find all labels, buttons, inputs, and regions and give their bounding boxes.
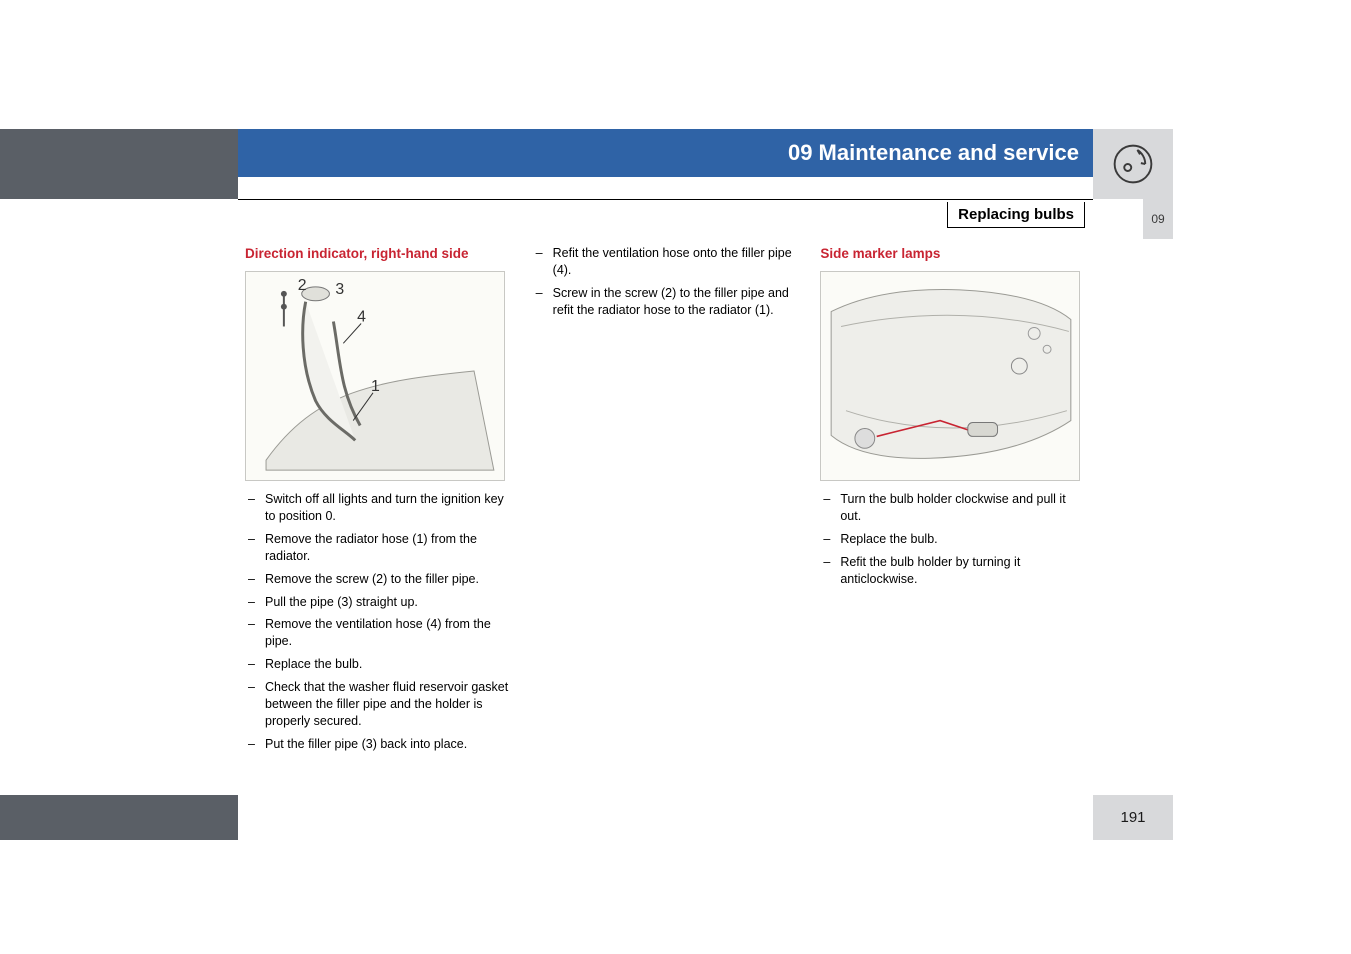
list-item: Put the filler pipe (3) back into place. xyxy=(245,736,511,753)
svg-text:2: 2 xyxy=(298,277,307,294)
column-middle: Refit the ventilation hose onto the fill… xyxy=(533,245,799,759)
page-number: 191 xyxy=(1120,809,1145,826)
manual-page: 09 Maintenance and service 09 Replacing … xyxy=(0,0,1351,954)
diagram-engine-bay: 2 3 4 1 xyxy=(246,272,504,480)
section-title: Replacing bulbs xyxy=(947,202,1085,228)
chapter-number: 09 xyxy=(1151,212,1164,226)
chapter-icon-tile xyxy=(1093,129,1173,199)
column-right: Side marker lamps Turn the bulb holder c… xyxy=(820,245,1086,759)
list-item: Replace the bulb. xyxy=(820,531,1086,548)
list-item: Check that the washer fluid reservoir ga… xyxy=(245,679,511,730)
list-item: Turn the bulb holder clockwise and pull … xyxy=(820,491,1086,525)
list-item: Screw in the screw (2) to the filler pip… xyxy=(533,285,799,319)
list-item: Refit the ventilation hose onto the fill… xyxy=(533,245,799,279)
left-rail-bottom xyxy=(0,795,238,840)
section-header-row: Replacing bulbs xyxy=(238,199,1093,229)
figure-direction-indicator: 2 3 4 1 xyxy=(245,271,505,481)
top-whitespace xyxy=(0,0,1351,129)
list-item: Pull the pipe (3) straight up. xyxy=(245,594,511,611)
heading-side-marker: Side marker lamps xyxy=(820,245,1086,263)
list-item: Remove the ventilation hose (4) from the… xyxy=(245,616,511,650)
left-rail-top xyxy=(0,129,238,199)
list-item: Refit the bulb holder by turning it anti… xyxy=(820,554,1086,588)
diagram-dashboard xyxy=(821,272,1079,480)
list-item: Switch off all lights and turn the ignit… xyxy=(245,491,511,525)
steps-right: Turn the bulb holder clockwise and pull … xyxy=(820,491,1086,587)
list-item: Remove the radiator hose (1) from the ra… xyxy=(245,531,511,565)
svg-text:3: 3 xyxy=(335,281,344,298)
content-area: Direction indicator, right-hand side 2 3… xyxy=(245,245,1086,759)
chapter-header-bar: 09 Maintenance and service xyxy=(238,129,1093,177)
chapter-title: 09 Maintenance and service xyxy=(788,140,1079,166)
steps-middle: Refit the ventilation hose onto the fill… xyxy=(533,245,799,319)
page-number-tile: 191 xyxy=(1093,795,1173,840)
maintenance-icon xyxy=(1112,143,1154,185)
chapter-tab: 09 xyxy=(1143,199,1173,239)
svg-text:4: 4 xyxy=(357,309,366,326)
heading-direction-indicator: Direction indicator, right-hand side xyxy=(245,245,511,263)
svg-text:1: 1 xyxy=(371,378,380,395)
steps-left: Switch off all lights and turn the ignit… xyxy=(245,491,511,752)
column-left: Direction indicator, right-hand side 2 3… xyxy=(245,245,511,759)
list-item: Remove the screw (2) to the filler pipe. xyxy=(245,571,511,588)
list-item: Replace the bulb. xyxy=(245,656,511,673)
figure-side-marker xyxy=(820,271,1080,481)
